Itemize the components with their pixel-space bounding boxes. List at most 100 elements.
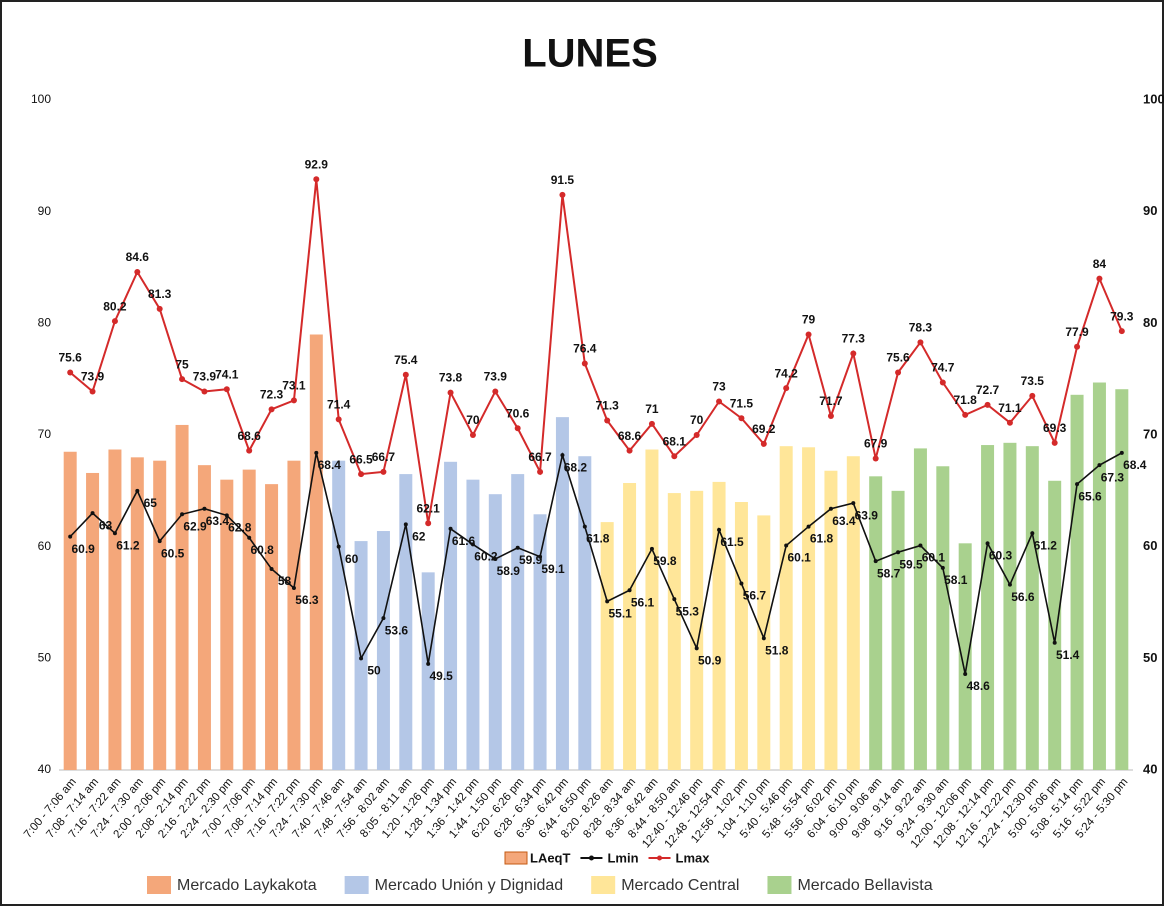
data-label: 51.4 <box>1056 648 1080 662</box>
data-label: 68.4 <box>1123 458 1147 472</box>
data-label: 51.8 <box>765 643 789 657</box>
data-label: 81.3 <box>148 287 172 301</box>
data-label: 63.4 <box>832 514 856 528</box>
marker <box>760 440 767 447</box>
data-label: 79 <box>802 313 816 327</box>
data-label: 63.9 <box>855 508 879 522</box>
marker <box>828 506 833 511</box>
data-label: 68.1 <box>663 434 687 448</box>
data-label: 73.5 <box>1021 374 1045 388</box>
marker <box>269 567 274 571</box>
marker <box>314 450 319 455</box>
data-label: 58.9 <box>497 564 521 578</box>
bar <box>1092 382 1106 770</box>
marker <box>157 539 162 544</box>
marker <box>917 339 924 346</box>
marker <box>469 432 476 438</box>
marker <box>717 527 722 532</box>
marker <box>939 379 946 386</box>
marker <box>940 565 945 570</box>
bar <box>488 494 502 770</box>
legend-swatch <box>504 851 528 865</box>
y2-tick-label: 100 <box>1143 91 1164 106</box>
data-label: 62 <box>412 530 426 544</box>
marker <box>605 599 610 604</box>
bar <box>511 474 525 770</box>
data-label: 66.7 <box>528 450 552 464</box>
legend-swatch <box>588 855 594 861</box>
bar <box>1070 394 1084 770</box>
bar <box>981 445 995 770</box>
data-label: 49.5 <box>430 669 454 683</box>
marker <box>739 581 744 586</box>
bar <box>287 460 301 770</box>
data-label: 53.6 <box>385 623 409 637</box>
marker <box>850 350 857 357</box>
marker <box>134 268 141 275</box>
bar <box>645 449 659 770</box>
bar <box>242 469 256 770</box>
legend-label: Mercado Laykakota <box>177 877 317 894</box>
data-label: 79.3 <box>1110 309 1134 323</box>
marker <box>648 420 655 427</box>
marker <box>1052 640 1057 645</box>
marker <box>538 554 543 559</box>
y2-tick-label: 70 <box>1143 426 1157 441</box>
marker <box>761 636 766 641</box>
data-label: 59.9 <box>519 553 543 567</box>
data-label: 73.1 <box>282 379 306 393</box>
marker <box>784 543 789 548</box>
marker <box>313 176 320 183</box>
bar <box>667 493 681 770</box>
marker <box>448 526 453 531</box>
data-label: 73 <box>712 380 726 394</box>
marker <box>1051 439 1058 446</box>
data-label: 56.1 <box>631 595 655 609</box>
marker <box>247 535 252 540</box>
marker <box>224 513 229 518</box>
data-label: 69.3 <box>1043 421 1067 435</box>
data-label: 62.1 <box>417 501 441 515</box>
data-label: 60.9 <box>72 542 96 556</box>
data-label: 76.4 <box>573 342 597 356</box>
bar <box>846 456 860 770</box>
data-label: 61.6 <box>452 534 476 548</box>
data-label: 70 <box>690 413 704 427</box>
data-label: 50 <box>367 664 381 678</box>
marker <box>672 597 677 602</box>
data-label: 84 <box>1093 257 1107 271</box>
y-tick-label: 50 <box>38 651 52 665</box>
bar <box>86 472 100 770</box>
marker <box>201 388 208 395</box>
marker <box>1118 328 1125 335</box>
marker <box>783 385 790 392</box>
bar <box>175 424 189 770</box>
marker <box>1029 392 1036 399</box>
data-label: 74.7 <box>931 361 955 375</box>
data-label: 60.8 <box>251 543 275 557</box>
marker <box>851 501 856 506</box>
data-label: 72.3 <box>260 387 284 401</box>
legend-swatch <box>767 876 792 894</box>
bar <box>444 461 458 770</box>
marker <box>67 369 74 376</box>
marker <box>135 488 140 493</box>
data-label: 71.4 <box>327 398 351 412</box>
data-label: 68.4 <box>318 458 342 472</box>
bar <box>757 515 771 770</box>
marker <box>402 371 409 378</box>
data-label: 60.1 <box>788 551 812 565</box>
line <box>69 451 1123 675</box>
data-label: 61.2 <box>116 538 140 552</box>
bar <box>421 572 435 770</box>
marker <box>1006 419 1013 426</box>
bar <box>623 483 637 770</box>
marker <box>426 661 431 666</box>
data-label: 68.6 <box>238 429 262 443</box>
chart-title: LUNES <box>522 32 658 76</box>
bar <box>265 484 279 770</box>
marker <box>559 191 566 198</box>
bar <box>130 457 144 770</box>
data-label: 75.6 <box>59 351 83 365</box>
